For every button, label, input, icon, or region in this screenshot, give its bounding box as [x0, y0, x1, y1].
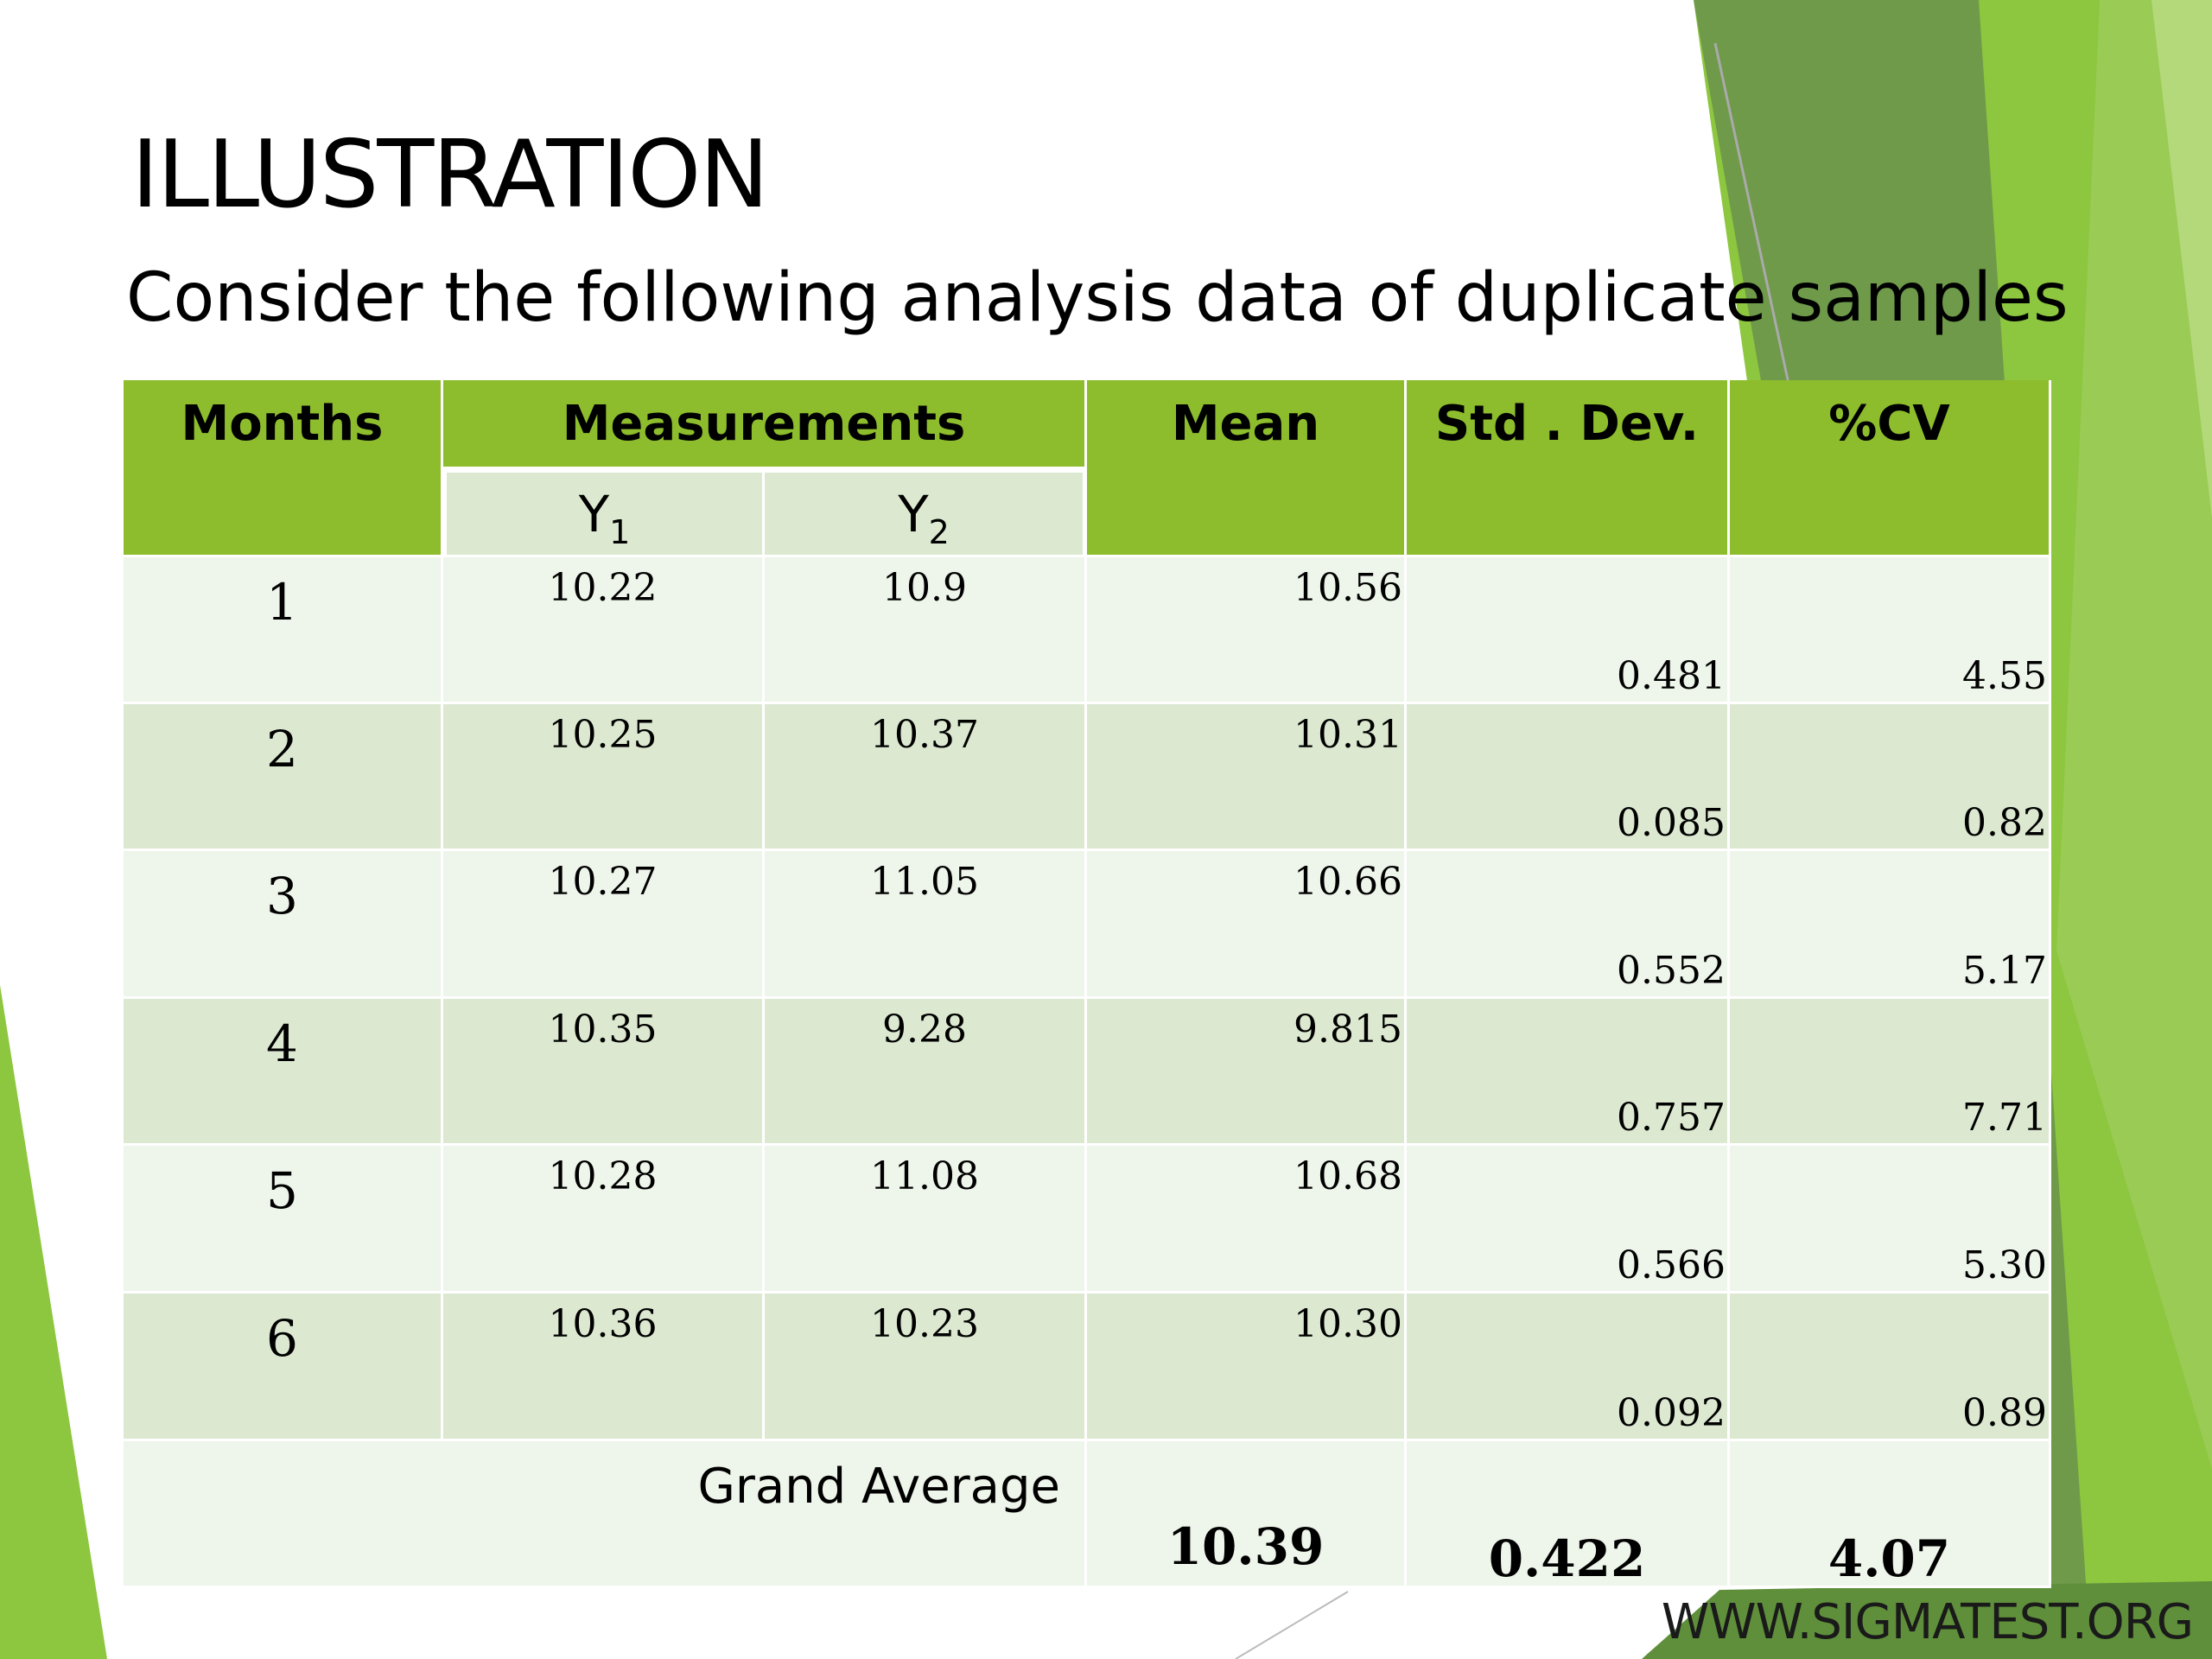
- cell-mean: 10.68: [1087, 1146, 1407, 1294]
- cell-month: 3: [124, 851, 443, 999]
- cell-mean: 9.815: [1087, 999, 1407, 1146]
- deco-left-green-band: [0, 985, 107, 1659]
- slide-subtitle: Consider the following analysis data of …: [126, 259, 2069, 337]
- cell-std: 0.481: [1407, 557, 1730, 704]
- cell-y2: 11.08: [765, 1146, 1087, 1294]
- slide-title: ILLUSTRATION: [131, 121, 769, 229]
- cell-std: 0.092: [1407, 1294, 1730, 1441]
- header-y1-letter: Y: [578, 485, 610, 543]
- cell-month: 2: [124, 704, 443, 851]
- grand-average-std: 0.422: [1407, 1441, 1730, 1588]
- cell-cv: 4.55: [1730, 557, 2051, 704]
- footer-url: WWW.SIGMATEST.ORG: [1661, 1594, 2194, 1650]
- cell-y1: 10.36: [443, 1294, 765, 1441]
- header-months: Months: [124, 380, 443, 557]
- cell-y1: 10.22: [443, 557, 765, 704]
- cell-y2: 10.23: [765, 1294, 1087, 1441]
- cell-month: 6: [124, 1294, 443, 1441]
- grand-average-mean: 10.39: [1087, 1441, 1407, 1588]
- cell-cv: 7.71: [1730, 999, 2051, 1146]
- cell-std: 0.566: [1407, 1146, 1730, 1294]
- header-mean: Mean: [1087, 380, 1407, 557]
- cell-y1: 10.28: [443, 1146, 765, 1294]
- cell-cv: 5.17: [1730, 851, 2051, 999]
- cell-month: 4: [124, 999, 443, 1146]
- header-cv: %CV: [1730, 380, 2051, 557]
- header-measurements: Measurements: [443, 380, 1087, 469]
- cell-y1: 10.25: [443, 704, 765, 851]
- cell-cv: 0.82: [1730, 704, 2051, 851]
- header-y1-subscript: 1: [609, 513, 631, 551]
- cell-y2: 11.05: [765, 851, 1087, 999]
- header-std-dev: Std . Dev.: [1407, 380, 1730, 557]
- header-y2: Y2: [765, 469, 1087, 557]
- deco-right-light-band: [2056, 0, 2212, 1469]
- header-y1: Y1: [443, 469, 765, 557]
- cell-std: 0.552: [1407, 851, 1730, 999]
- grand-average-cv: 4.07: [1730, 1441, 2051, 1588]
- cell-month: 1: [124, 557, 443, 704]
- cell-cv: 0.89: [1730, 1294, 2051, 1441]
- cell-cv: 5.30: [1730, 1146, 2051, 1294]
- cell-y1: 10.35: [443, 999, 765, 1146]
- cell-y1: 10.27: [443, 851, 765, 999]
- cell-mean: 10.56: [1087, 557, 1407, 704]
- header-y2-subscript: 2: [928, 513, 950, 551]
- deco-right-thin-band: [2152, 0, 2212, 518]
- deco-bottom-right-dark: [1642, 1581, 2212, 1659]
- grand-average-label: Grand Average: [124, 1441, 1087, 1588]
- cell-y2: 10.37: [765, 704, 1087, 851]
- cell-std: 0.757: [1407, 999, 1730, 1146]
- cell-mean: 10.30: [1087, 1294, 1407, 1441]
- cell-mean: 10.31: [1087, 704, 1407, 851]
- cell-month: 5: [124, 1146, 443, 1294]
- cell-mean: 10.66: [1087, 851, 1407, 999]
- header-y2-letter: Y: [898, 485, 929, 543]
- cell-y2: 9.28: [765, 999, 1087, 1146]
- deco-bottom-line: [1235, 1591, 1349, 1659]
- cell-std: 0.085: [1407, 704, 1730, 851]
- cell-y2: 10.9: [765, 557, 1087, 704]
